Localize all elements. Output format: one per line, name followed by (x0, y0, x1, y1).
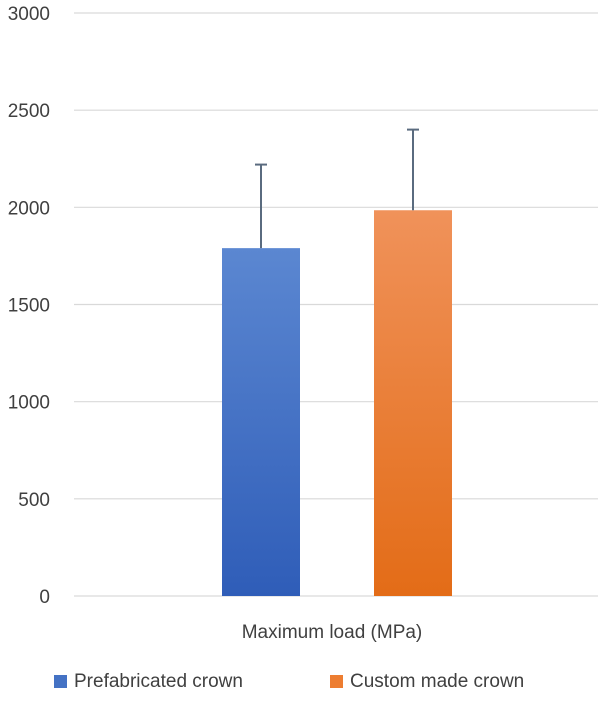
legend-swatch (54, 675, 67, 688)
y-tick-label: 3000 (8, 4, 50, 25)
x-category-label: Maximum load (MPa) (242, 622, 423, 643)
legend-swatch (330, 675, 343, 688)
legend-label: Prefabricated crown (74, 671, 243, 692)
y-tick-label: 0 (39, 587, 50, 608)
y-tick-label: 2500 (8, 101, 50, 122)
y-tick-label: 1500 (8, 296, 50, 317)
y-tick-label: 2000 (8, 198, 50, 219)
bar-custom-made-crown (374, 210, 452, 596)
bars (222, 210, 452, 597)
y-tick-label: 500 (18, 490, 50, 511)
legend: Prefabricated crown Custom made crown (54, 671, 524, 692)
gridlines (74, 12, 598, 597)
error-bars (255, 128, 419, 249)
y-axis-ticks: 0 500 1000 1500 2000 2500 3000 (8, 4, 50, 608)
legend-label: Custom made crown (350, 671, 524, 692)
bar-prefabricated-crown (222, 248, 300, 597)
y-tick-label: 1000 (8, 393, 50, 414)
